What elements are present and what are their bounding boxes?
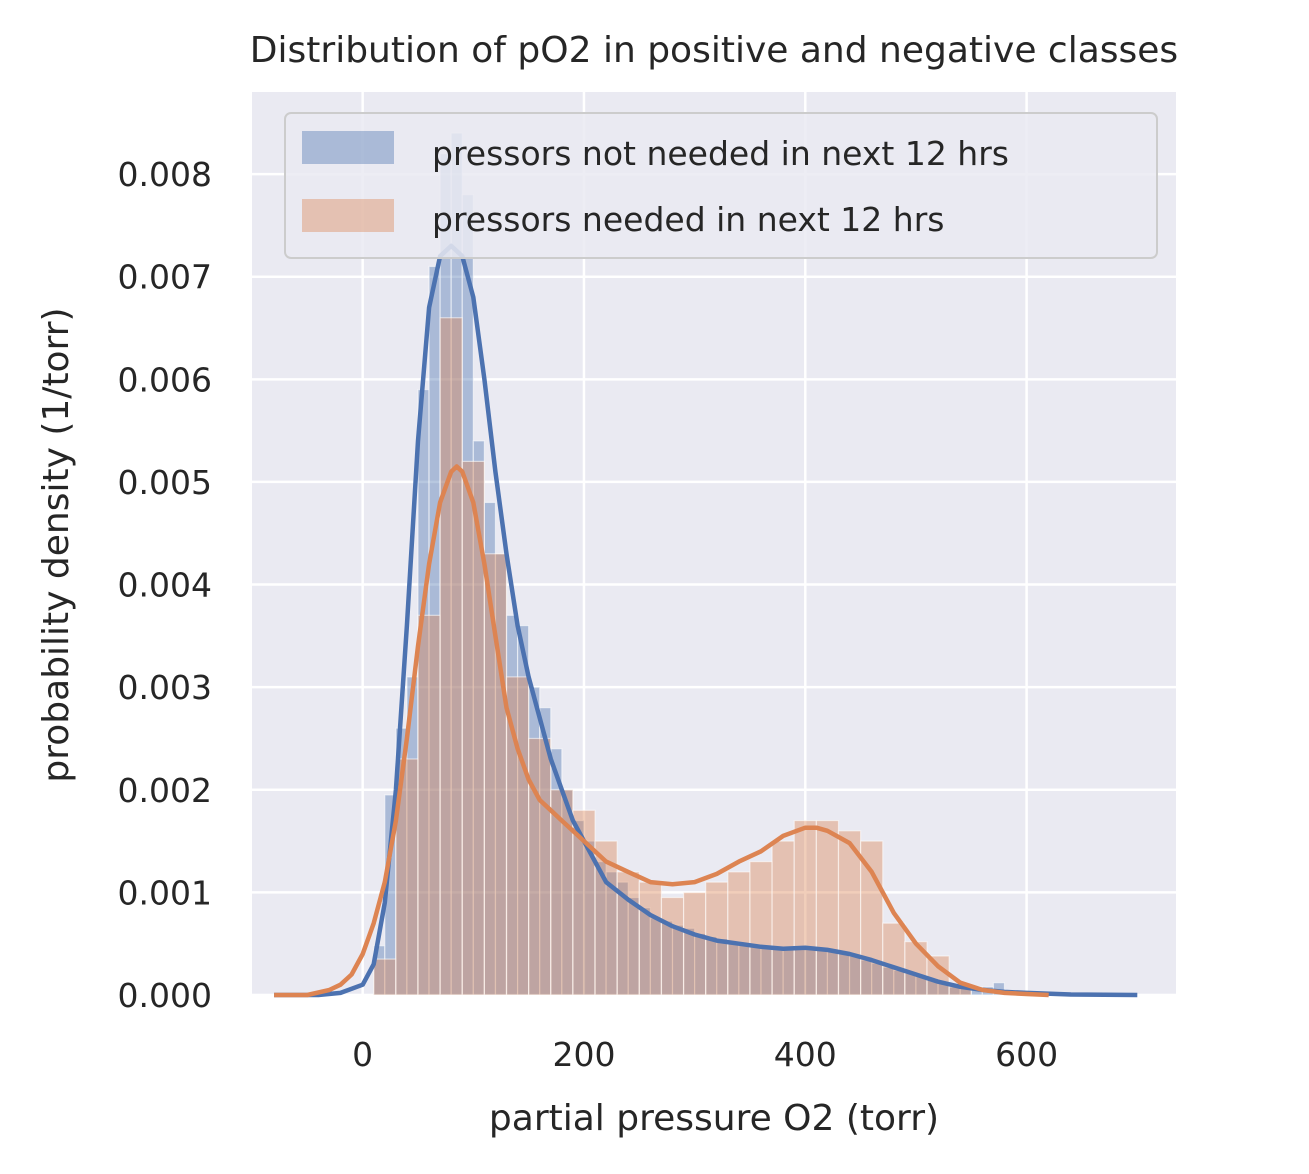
y-tick-label-1: 0.001 (118, 873, 212, 912)
histogram-bar-1-5 (483, 553, 508, 996)
histogram-bar-1-23 (882, 922, 906, 996)
kde-lines (274, 243, 1138, 998)
legend-swatch-1 (302, 199, 394, 232)
legend-label-1: pressors needed in next 12 hrs (432, 200, 944, 239)
histogram-bar-1-17 (749, 861, 773, 996)
histogram-bar-1-14 (682, 891, 707, 996)
chart-title: Distribution of pO2 in positive and nega… (250, 30, 1178, 71)
x-axis-label: partial pressure O2 (torr) (489, 1098, 939, 1139)
x-tick-label-0: 0 (352, 1035, 373, 1074)
kde-line-1 (274, 464, 1049, 998)
histogram-bar-1-13 (660, 896, 685, 996)
histogram-bar-1-12 (638, 881, 663, 996)
histogram-bar-1-11 (616, 871, 640, 996)
histogram-bar-1-25 (926, 955, 950, 996)
legend-label-0: pressors not needed in next 12 hrs (432, 134, 1009, 173)
histogram-bar-1-2 (417, 614, 441, 996)
legend-swatch-0 (302, 131, 394, 164)
y-tick-label-4: 0.004 (118, 566, 212, 605)
y-tick-label-3: 0.003 (118, 668, 212, 707)
x-tick-label-3: 600 (995, 1035, 1058, 1074)
legend: pressors not needed in next 12 hrs press… (284, 112, 1158, 259)
y-tick-label-7: 0.007 (118, 258, 212, 297)
x-tick-label-1: 200 (552, 1035, 615, 1074)
histogram-bar-1-16 (727, 871, 751, 996)
legend-box (284, 112, 1158, 259)
y-tick-label-0: 0.000 (118, 976, 212, 1015)
y-tick-label-6: 0.006 (118, 360, 212, 399)
histogram-bar-1-19 (793, 819, 817, 996)
histogram-bar-1-7 (528, 737, 552, 996)
histogram-bar-1-0 (373, 958, 397, 996)
tick-labels: 0 200 400 600 0.000 0.001 0.002 0.003 0.004 0.005… (118, 155, 1059, 1074)
histogram-bar-1-20 (815, 819, 840, 996)
x-tick-label-2: 400 (774, 1035, 837, 1074)
histogram-bar-1-18 (771, 840, 795, 996)
y-tick-label-2: 0.002 (118, 771, 212, 810)
y-tick-label-5: 0.005 (118, 463, 212, 502)
y-tick-label-8: 0.008 (118, 155, 212, 194)
histogram-bar-1-3 (439, 317, 463, 996)
y-axis-label: probability density (1/torr) (36, 307, 77, 782)
